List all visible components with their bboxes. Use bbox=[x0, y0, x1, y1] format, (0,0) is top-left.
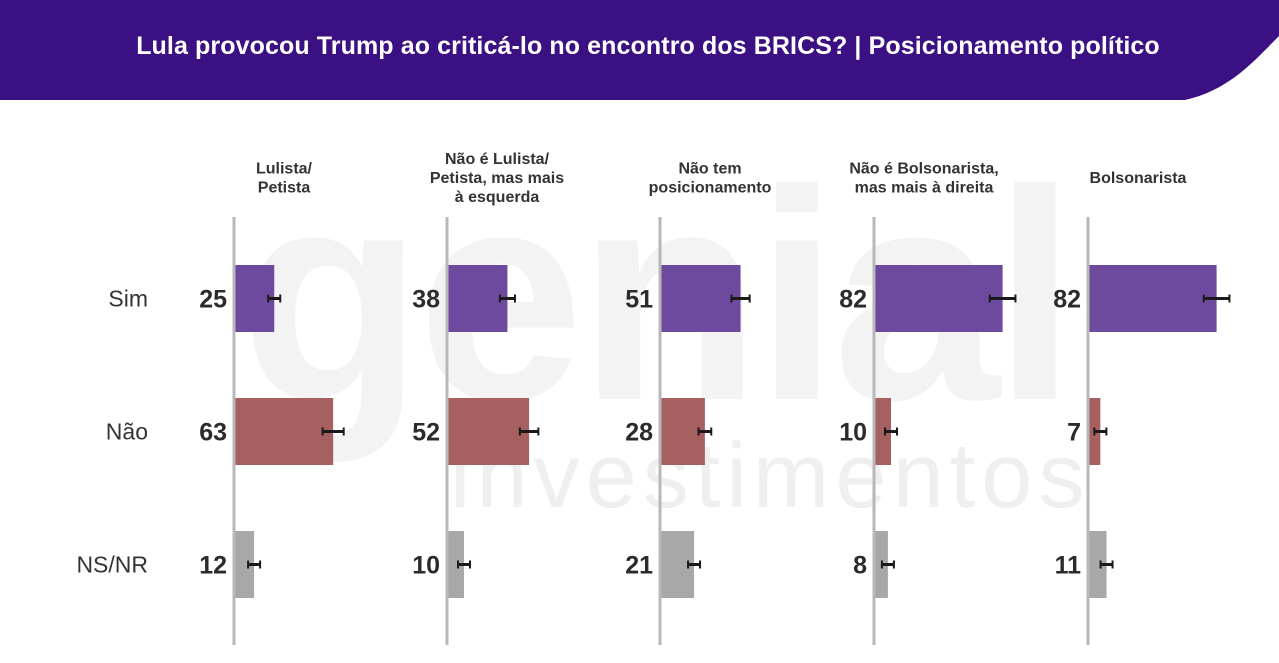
row-label: Sim bbox=[108, 286, 148, 312]
row-label: Não bbox=[106, 419, 148, 445]
bar bbox=[1089, 531, 1107, 598]
value-label: 25 bbox=[199, 286, 227, 314]
value-label: 11 bbox=[1055, 552, 1082, 580]
bar bbox=[875, 398, 891, 465]
value-label: 10 bbox=[839, 419, 867, 447]
bar bbox=[448, 398, 530, 465]
value-label: 63 bbox=[199, 419, 227, 447]
header-shape bbox=[0, 0, 1279, 100]
bar bbox=[235, 531, 255, 598]
value-label: 10 bbox=[412, 552, 440, 580]
value-label: 12 bbox=[199, 552, 227, 580]
page-title: Lula provocou Trump ao criticá-lo no enc… bbox=[136, 32, 1160, 60]
value-label: 52 bbox=[412, 419, 440, 447]
panel-header: Não é Lulista/Petista, mas mais à esquerd… bbox=[430, 151, 564, 206]
bar bbox=[875, 265, 1003, 332]
value-label: 82 bbox=[839, 286, 867, 314]
value-label: 38 bbox=[412, 286, 440, 314]
header-banner: Lula provocou Trump ao criticá-lo no enc… bbox=[0, 0, 1279, 100]
value-label: 7 bbox=[1067, 419, 1081, 447]
panel-header: Lulista/Petista bbox=[256, 161, 313, 197]
value-label: 28 bbox=[625, 419, 653, 447]
value-label: 51 bbox=[625, 286, 653, 314]
panel-header: Não é Bolsonarista, mas mais à direita bbox=[849, 161, 998, 197]
bar bbox=[661, 265, 741, 332]
bar bbox=[448, 531, 464, 598]
bar bbox=[235, 398, 334, 465]
bar bbox=[448, 265, 508, 332]
bar bbox=[1089, 265, 1217, 332]
row-label: NS/NR bbox=[76, 552, 148, 578]
panel-header: Bolsonarista bbox=[1090, 170, 1187, 187]
value-label: 21 bbox=[625, 552, 653, 580]
value-label: 82 bbox=[1053, 286, 1081, 314]
panel-header: Não tem posicionamento bbox=[649, 161, 772, 197]
value-label: 8 bbox=[853, 552, 867, 580]
